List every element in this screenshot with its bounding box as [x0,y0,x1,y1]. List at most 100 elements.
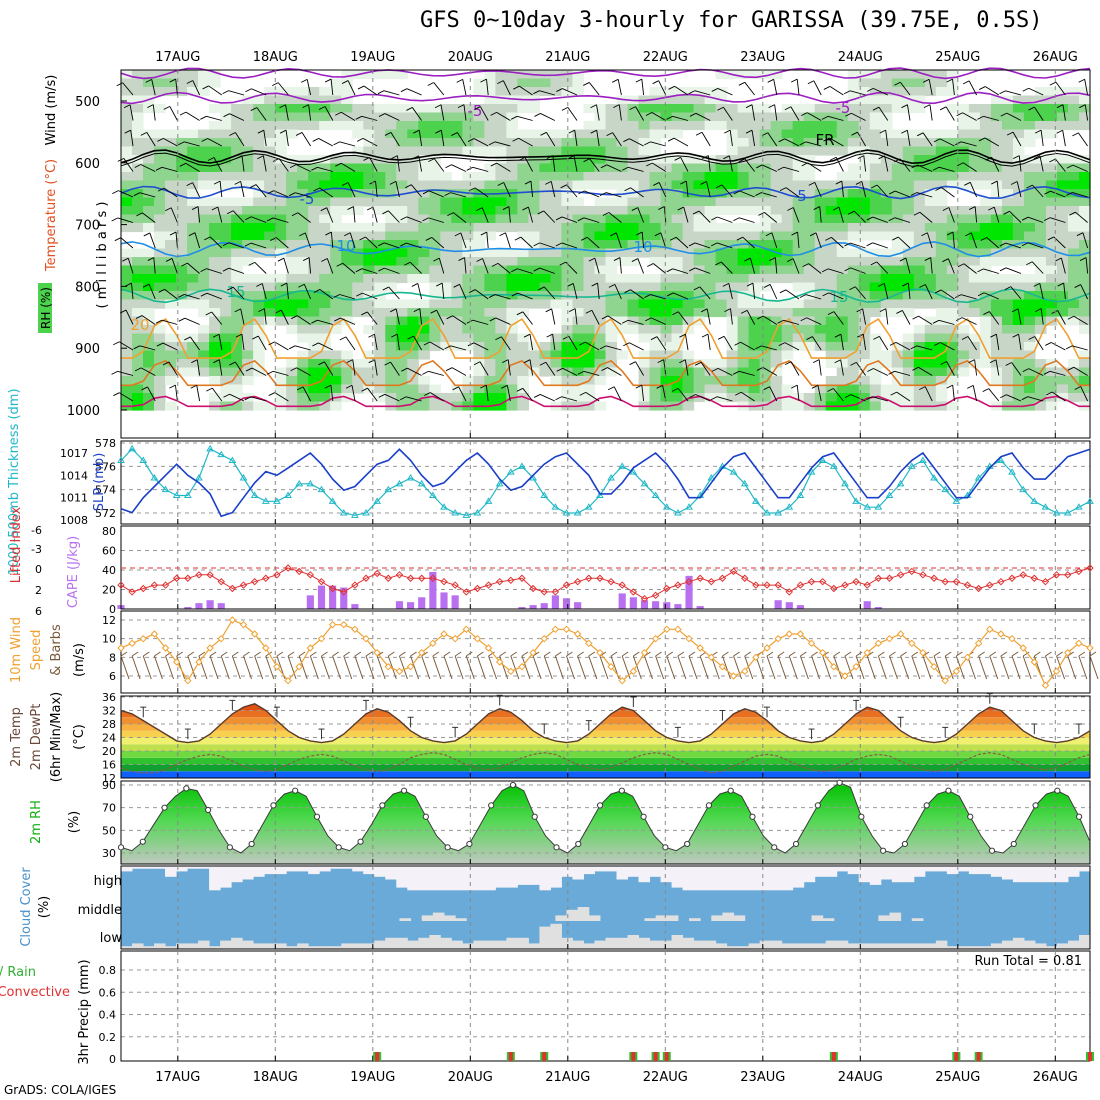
rh-cell [352,197,364,207]
rh-cell [1056,291,1069,301]
rh-cell [132,138,144,148]
rh-cell [891,282,904,292]
thickness-point [339,509,348,516]
rh-cell [792,112,805,122]
rh-cell [121,265,133,275]
rh-cell [341,248,353,258]
rh-cell [627,274,640,284]
wind-barb [968,80,977,96]
cape-bar [696,606,704,609]
wind-barb-flag [158,288,165,293]
rh-cell [781,384,794,394]
wind10-point [830,662,838,671]
wind-barb [1085,257,1089,274]
wind-barb-flag [266,370,274,375]
thickness-tick-label: 576 [95,460,116,473]
rh-cell [143,248,155,258]
rh-cell [539,87,552,97]
wind-barb [303,284,312,300]
lifted-index-point [128,588,136,596]
rh-cell [990,197,1003,207]
rh-cell [539,231,552,241]
rh-cell [737,206,750,216]
wind-barb-flag [583,82,590,86]
wind10-barb-flag [165,651,172,657]
rh-cell [990,291,1003,301]
wind-barb-flag [268,392,275,396]
wind-barb [218,334,223,351]
rh-cell [572,274,585,284]
wind-barb [613,386,622,402]
rh-cell [385,376,397,386]
rh-cell [869,197,882,207]
rh-legend-swatch [38,283,52,333]
lifted-index-point [974,584,983,593]
wind-barb [251,216,267,223]
rh-cell [682,401,695,411]
rh-cell [1012,384,1025,394]
wind-barb-flag [534,394,541,398]
rh2m-point [357,838,364,845]
wind-barb-flag [879,129,886,134]
rh-cell [561,87,574,97]
rh2m-point [1076,813,1083,820]
slp-line [120,448,1091,518]
wind-barb-flag [452,386,459,391]
rh-cell [1001,138,1014,148]
rh-cell [495,70,507,80]
rh-cell [814,180,827,190]
rh-cell [990,223,1003,233]
wind-tick-label: 6 [109,670,116,683]
rh-cell [1012,282,1025,292]
rh-cell [165,172,177,182]
rh-cell [671,342,684,352]
wind-barb [561,242,578,249]
rh-cell [308,121,320,131]
wind10-barb-flag [588,651,596,657]
rh-cell [209,70,221,80]
wind-barb-flag [336,262,343,267]
rh-cell [627,257,640,267]
rh-cell [737,104,750,114]
cloud-cell [968,866,981,875]
rh-cell [209,163,221,173]
rh-cell [176,214,188,224]
rh-cell [495,316,507,326]
wind-barb [452,315,467,325]
wind-barb-flag [983,311,990,315]
wind-barb-flag [710,396,718,401]
wind-barb-flag [489,317,496,322]
rh-cell [1045,172,1058,182]
wind-barb [543,210,556,223]
rh-cell [946,274,959,284]
panel-frame [120,780,1091,865]
rh-cell [1001,291,1014,301]
rh-cell [209,333,221,343]
wind-barb-flag [658,206,665,210]
rh-cell [1034,197,1047,207]
rh-cell [341,163,353,173]
rh-cell [946,104,959,114]
rh-cell [198,257,210,267]
wind-barb-flag [141,386,148,391]
rh-cell [902,138,915,148]
rh-cell [561,282,574,292]
wind-barb-flag [755,345,762,350]
wind-barb [925,284,933,300]
rh-cell [495,265,507,275]
rh-cell [979,240,992,250]
rh-cell [297,393,309,403]
cloud-cell [616,866,629,880]
rh-cell [649,206,662,216]
wind-barb-flag [407,335,414,340]
rh-cell [209,248,221,258]
rh-cell [715,87,728,97]
cloud-cell [649,866,662,877]
wind10-point [262,644,270,652]
wind10-point [306,644,315,652]
rh-cell [341,299,353,309]
rh-cell [264,282,276,292]
rh-cell [473,367,485,377]
wind-barb [139,192,156,198]
rh-cell [407,223,419,233]
